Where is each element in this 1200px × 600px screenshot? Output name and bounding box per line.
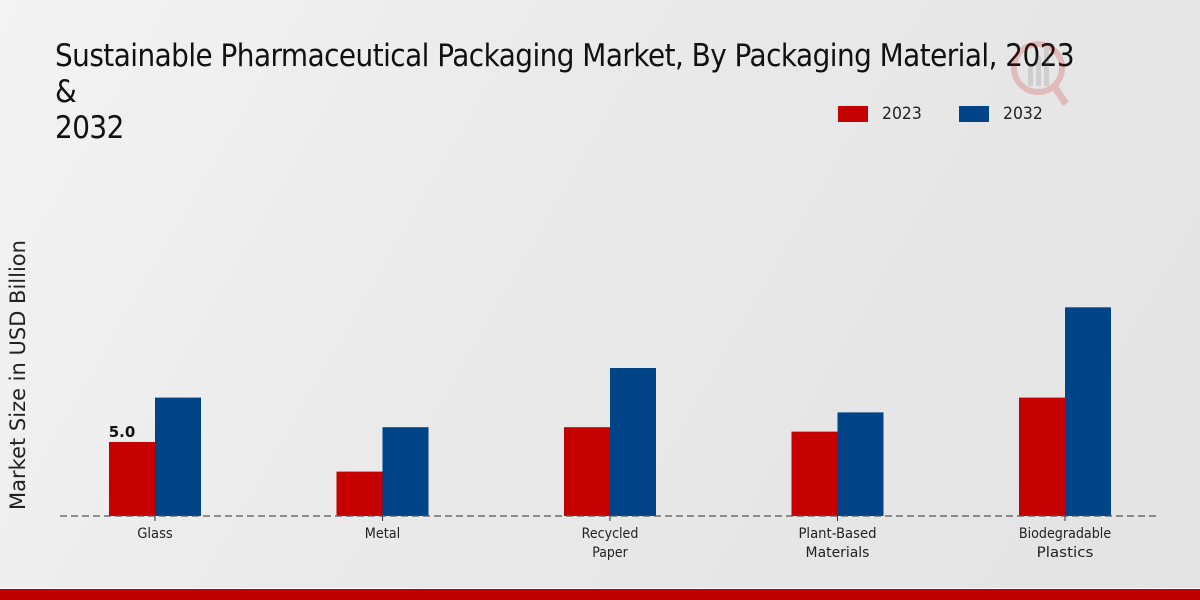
- x-tick-label: Materials: [806, 545, 870, 561]
- footer-divider: [0, 588, 1200, 589]
- chart-title: Sustainable Pharmaceutical Packaging Mar…: [55, 38, 1075, 146]
- bar-2032-metal: [382, 427, 429, 516]
- legend-label-2032: 2032: [1003, 104, 1044, 124]
- data-label: 5.0: [109, 423, 136, 441]
- x-tick-label: Metal: [365, 526, 401, 542]
- x-tick-label: Paper: [592, 545, 628, 561]
- legend-item-2032[interactable]: 2032: [959, 104, 1046, 124]
- x-tick-label: Glass: [137, 526, 173, 542]
- x-tick-label: Recycled: [582, 526, 639, 542]
- bar-2032-glass: [155, 397, 201, 516]
- bar-2023-recycled-paper: [564, 427, 610, 516]
- bar-2023-plant-based-materials: [791, 431, 838, 516]
- legend-swatch-2023: [838, 106, 868, 122]
- bar-2023-biodegradable-plastics: [1019, 397, 1065, 516]
- bar-2023-glass: [109, 442, 155, 516]
- x-tick-label: Plastics: [1037, 545, 1094, 561]
- legend-label-2023: 2023: [882, 104, 922, 124]
- bar-2032-biodegradable-plastics: [1065, 307, 1111, 516]
- x-tick-label: Biodegradable: [1019, 526, 1111, 542]
- bar-2032-plant-based-materials: [837, 412, 884, 516]
- legend-item-2023[interactable]: 2023: [838, 104, 925, 124]
- bar-2023-metal: [336, 471, 383, 516]
- legend: 2023 2032: [838, 104, 1081, 124]
- legend-swatch-2032: [959, 106, 990, 122]
- footer-accent-bar: [0, 589, 1200, 600]
- x-tick-label: Plant-Based: [798, 526, 876, 542]
- bar-2032-recycled-paper: [610, 368, 656, 516]
- watermark-logo-icon: [1011, 41, 1069, 106]
